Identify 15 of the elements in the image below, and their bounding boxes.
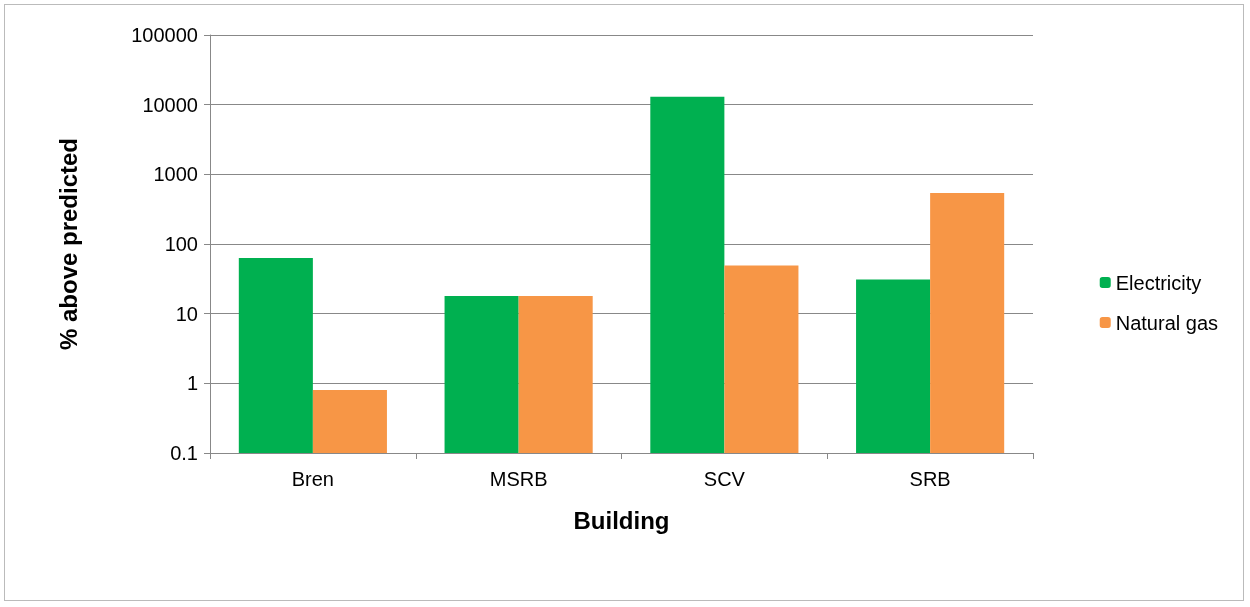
x-tick-label: SCV <box>703 468 746 490</box>
legend-label: Electricity <box>1115 271 1202 294</box>
y-tick-label: 10000 <box>142 93 198 116</box>
y-tick-label: 100 <box>164 233 198 255</box>
y-tick-label: 1 <box>186 372 198 395</box>
x-tick-label: MSRB <box>489 468 548 490</box>
x-axis-title: Building <box>573 506 670 534</box>
y-axis-title: % above predicted <box>54 137 82 351</box>
legend-label: Natural gas <box>1115 311 1219 334</box>
x-tick-label: Bren <box>291 468 334 490</box>
y-tick-label: 100000 <box>131 24 198 46</box>
x-tick-label: SRB <box>909 468 951 490</box>
y-tick-label: 10 <box>175 302 198 325</box>
y-tick-label: 1000 <box>153 163 198 186</box>
y-tick-label: 0.1 <box>170 442 198 464</box>
